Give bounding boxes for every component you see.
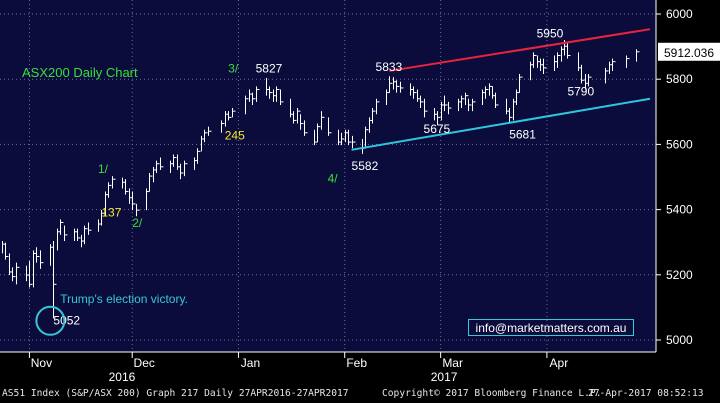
support-trendline xyxy=(351,97,651,151)
bloomberg-footer: AS51 Index (S&P/ASX 200) Graph 217 Daily… xyxy=(0,385,720,403)
y-axis-panel xyxy=(656,0,720,385)
y-tick-label: 5600 xyxy=(666,137,693,151)
annotation-wave: 1/ xyxy=(98,162,109,176)
annotation-wave: 3/ xyxy=(228,61,239,75)
last-price-label: 5912.036 xyxy=(664,46,714,60)
election-marker-circle xyxy=(35,305,66,336)
annotation-wave: 2/ xyxy=(132,216,143,230)
footer-timestamp: 27-Apr-2017 08:52:13 xyxy=(588,388,704,399)
last-price-box xyxy=(658,42,720,61)
x-tick-label: Feb xyxy=(346,356,367,370)
x-tick-label: Jan xyxy=(241,356,260,370)
resistance-trendline xyxy=(389,28,651,72)
y-tick-label: 5800 xyxy=(666,72,693,86)
footer-copyright: Copyright© 2017 Bloomberg Finance L.P. xyxy=(382,388,602,399)
chart-title: ASX200 Daily Chart xyxy=(22,65,138,80)
annotation-price: 5675 xyxy=(424,122,451,136)
website-link[interactable]: info@marketmatters.com.au xyxy=(468,319,634,336)
annotation-price: 5052 xyxy=(53,314,80,328)
x-tick-label: Apr xyxy=(550,356,569,370)
x-tick-label: Mar xyxy=(442,356,463,370)
annotation-wave: 4/ xyxy=(328,171,339,185)
y-tick-label: 5200 xyxy=(666,268,693,282)
annotation-event: Trump's election victory. xyxy=(60,292,188,306)
annotation-price: 5582 xyxy=(352,159,379,173)
annotation-count: 137 xyxy=(101,205,121,219)
annotation-price: 5681 xyxy=(509,127,536,141)
footer-security-info: AS51 Index (S&P/ASX 200) Graph 217 Daily… xyxy=(2,388,349,399)
year-label: 2016 xyxy=(109,370,136,384)
price-chart: 5000 5200 5400 5600 5800 6000 Nov Dec Jan Feb Mar A… xyxy=(0,0,720,385)
annotation-price: 5827 xyxy=(256,61,283,75)
y-tick-label: 5400 xyxy=(666,203,693,217)
y-tick-label: 5000 xyxy=(666,333,693,347)
year-label: 2017 xyxy=(431,370,458,384)
annotation-price: 5790 xyxy=(567,85,594,99)
annotation-price: 5833 xyxy=(376,60,403,74)
x-tick-label: Dec xyxy=(134,356,155,370)
annotation-price: 5950 xyxy=(537,27,564,41)
x-tick-label: Nov xyxy=(31,356,52,370)
y-tick-label: 6000 xyxy=(666,7,693,21)
annotation-count: 245 xyxy=(225,129,245,143)
